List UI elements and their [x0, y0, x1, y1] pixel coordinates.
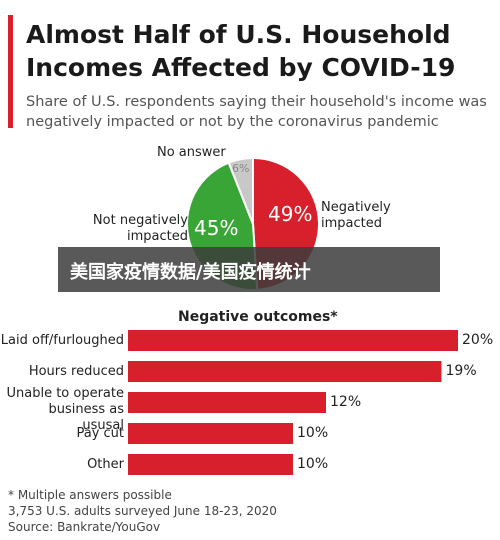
overlay-banner	[58, 247, 440, 292]
bar	[128, 392, 326, 413]
slice-label: Not negatively impacted	[92, 213, 188, 244]
slice-value-label: 49%	[268, 202, 313, 226]
accent-bar	[8, 15, 13, 128]
bar-chart-title: Negative outcomes*	[178, 309, 338, 325]
pie-slice	[227, 156, 254, 225]
footnote: 3,753 U.S. adults surveyed June 18-23, 2…	[8, 504, 277, 518]
subtitle: Share of U.S. respondents saying their h…	[26, 94, 487, 130]
slice-label: Negatively impacted	[321, 200, 391, 231]
bar-value-label: 12%	[330, 394, 362, 410]
bar-value-label: 20%	[462, 332, 494, 348]
slice-value-label: 45%	[194, 216, 239, 240]
bar-label: Unable to operate business as ususal	[6, 386, 124, 433]
bar-value-label: 10%	[297, 456, 329, 472]
bar-label: Pay cut	[76, 426, 124, 441]
footnote: * Multiple answers possible	[8, 488, 172, 502]
slice-label: No answer	[157, 145, 226, 160]
bar-value-label: 19%	[445, 363, 477, 379]
bar	[128, 330, 458, 351]
footnote: Source: Bankrate/YouGov	[8, 520, 161, 534]
bar-label: Hours reduced	[28, 364, 124, 379]
bar	[128, 361, 442, 382]
overlay-text: 美国家疫情数据/美国疫情统计	[70, 262, 311, 283]
title: Almost Half of U.S. Household Incomes Af…	[26, 20, 456, 82]
bar-label: Laid off/furloughed	[0, 333, 124, 348]
bar-value-label: 10%	[297, 425, 329, 441]
bar	[128, 454, 293, 475]
bar-label: Other	[87, 457, 124, 472]
slice-value-label: 6%	[232, 162, 250, 175]
bar	[128, 423, 293, 444]
